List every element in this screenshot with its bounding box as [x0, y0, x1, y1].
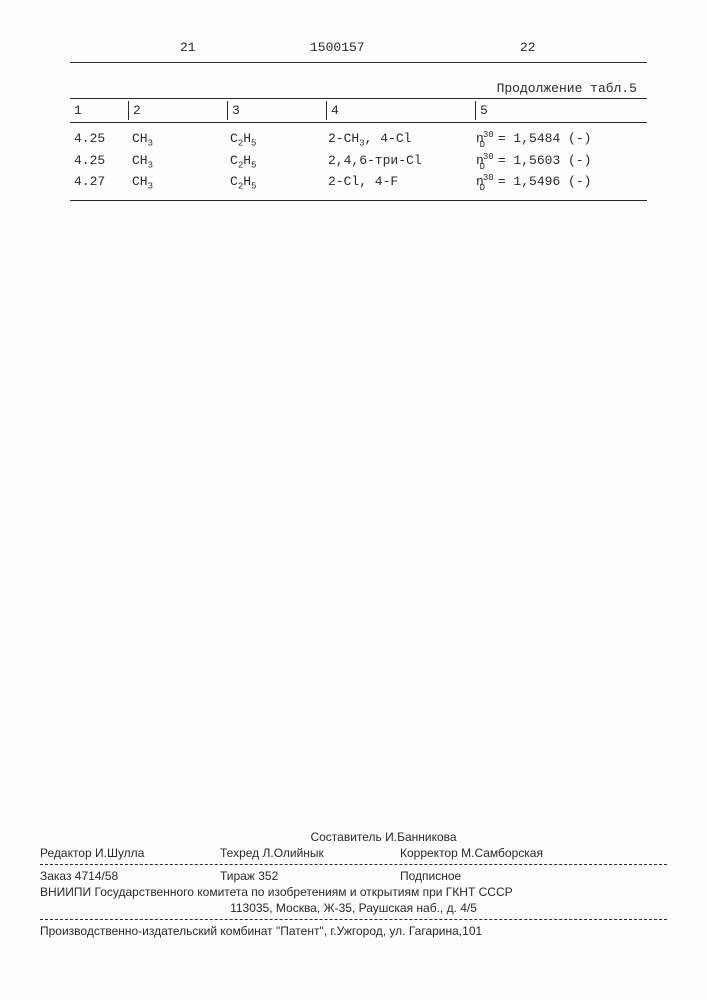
n-sub: D [480, 162, 485, 172]
col-header-2: 2 [129, 101, 228, 120]
n-value: = 1,5496 (-) [490, 174, 591, 189]
cell-1: 4.25 [70, 151, 128, 173]
credits-row: Редактор И.Шулла Техред Л.Олийнык Коррек… [40, 846, 667, 860]
n-sub: D [480, 140, 485, 150]
cell-5: n30D = 1,5496 (-) [472, 172, 647, 194]
footer-sep-1 [40, 864, 667, 865]
print-info-row: Заказ 4714/58 Тираж 352 Подписное [40, 869, 667, 883]
n-value: = 1,5484 (-) [490, 131, 591, 146]
corrector: Корректор М.Самборская [400, 846, 543, 860]
table-row: 4.25 CH3 C2H5 2-CH3, 4-Cl n30D = 1,5484 … [70, 129, 647, 151]
col-header-4: 4 [327, 101, 476, 120]
col-header-3: 3 [228, 101, 327, 120]
cell-1: 4.27 [70, 172, 128, 194]
circulation: Тираж 352 [220, 869, 380, 883]
header-row: 21 1500157 22 [70, 40, 647, 58]
subscription: Подписное [400, 869, 461, 883]
col-header-5: 5 [476, 101, 648, 120]
table-row: 4.27 CH3 C2H5 2-Cl, 4-F n30D = 1,5496 (-… [70, 172, 647, 194]
cell-3: C2H5 [226, 172, 324, 194]
rule-top [70, 62, 647, 63]
addr-line-1: 113035, Москва, Ж-35, Раушская наб., д. … [40, 901, 667, 915]
cell-4: 2,4,6-три-Cl [324, 151, 472, 173]
rule-header-top [70, 98, 647, 99]
cell-5: n30D = 1,5603 (-) [472, 151, 647, 173]
n-sup: 30 [483, 173, 494, 183]
patent-number: 1500157 [310, 40, 365, 55]
footer: Составитель И.Банникова Редактор И.Шулла… [40, 828, 667, 940]
page-number-left: 21 [180, 40, 196, 55]
order-number: Заказ 4714/58 [40, 869, 200, 883]
data-table-body: 4.25 CH3 C2H5 2-CH3, 4-Cl n30D = 1,5484 … [70, 129, 647, 194]
page-number-right: 22 [520, 40, 536, 55]
cell-1: 4.25 [70, 129, 128, 151]
rule-table-bottom [70, 200, 647, 201]
col-header-1: 1 [70, 101, 129, 120]
n-value: = 1,5603 (-) [490, 153, 591, 168]
table-header-row: 1 2 3 4 5 [70, 101, 647, 120]
editor: Редактор И.Шулла [40, 846, 200, 860]
cell-4: 2-CH3, 4-Cl [324, 129, 472, 151]
cell-3: C2H5 [226, 151, 324, 173]
n-sup: 30 [483, 152, 494, 162]
compiler-line: Составитель И.Банникова [100, 830, 667, 844]
cell-3: C2H5 [226, 129, 324, 151]
n-sup: 30 [483, 130, 494, 140]
page-content: 21 1500157 22 Продолжение табл.5 1 2 3 4… [0, 0, 707, 201]
cell-2: CH3 [128, 129, 226, 151]
org-line-2: Производственно-издательский комбинат "П… [40, 924, 667, 938]
cell-2: CH3 [128, 151, 226, 173]
rule-header-bottom [70, 122, 647, 123]
n-sub: D [480, 183, 485, 193]
cell-5: n30D = 1,5484 (-) [472, 129, 647, 151]
org-line-1: ВНИИПИ Государственного комитета по изоб… [40, 885, 667, 899]
footer-sep-2 [40, 919, 667, 920]
tech-editor: Техред Л.Олийнык [220, 846, 380, 860]
cell-2: CH3 [128, 172, 226, 194]
cell-4: 2-Cl, 4-F [324, 172, 472, 194]
table-row: 4.25 CH3 C2H5 2,4,6-три-Cl n30D = 1,5603… [70, 151, 647, 173]
table-continuation-label: Продолжение табл.5 [70, 81, 637, 96]
data-table: 1 2 3 4 5 [70, 101, 647, 120]
